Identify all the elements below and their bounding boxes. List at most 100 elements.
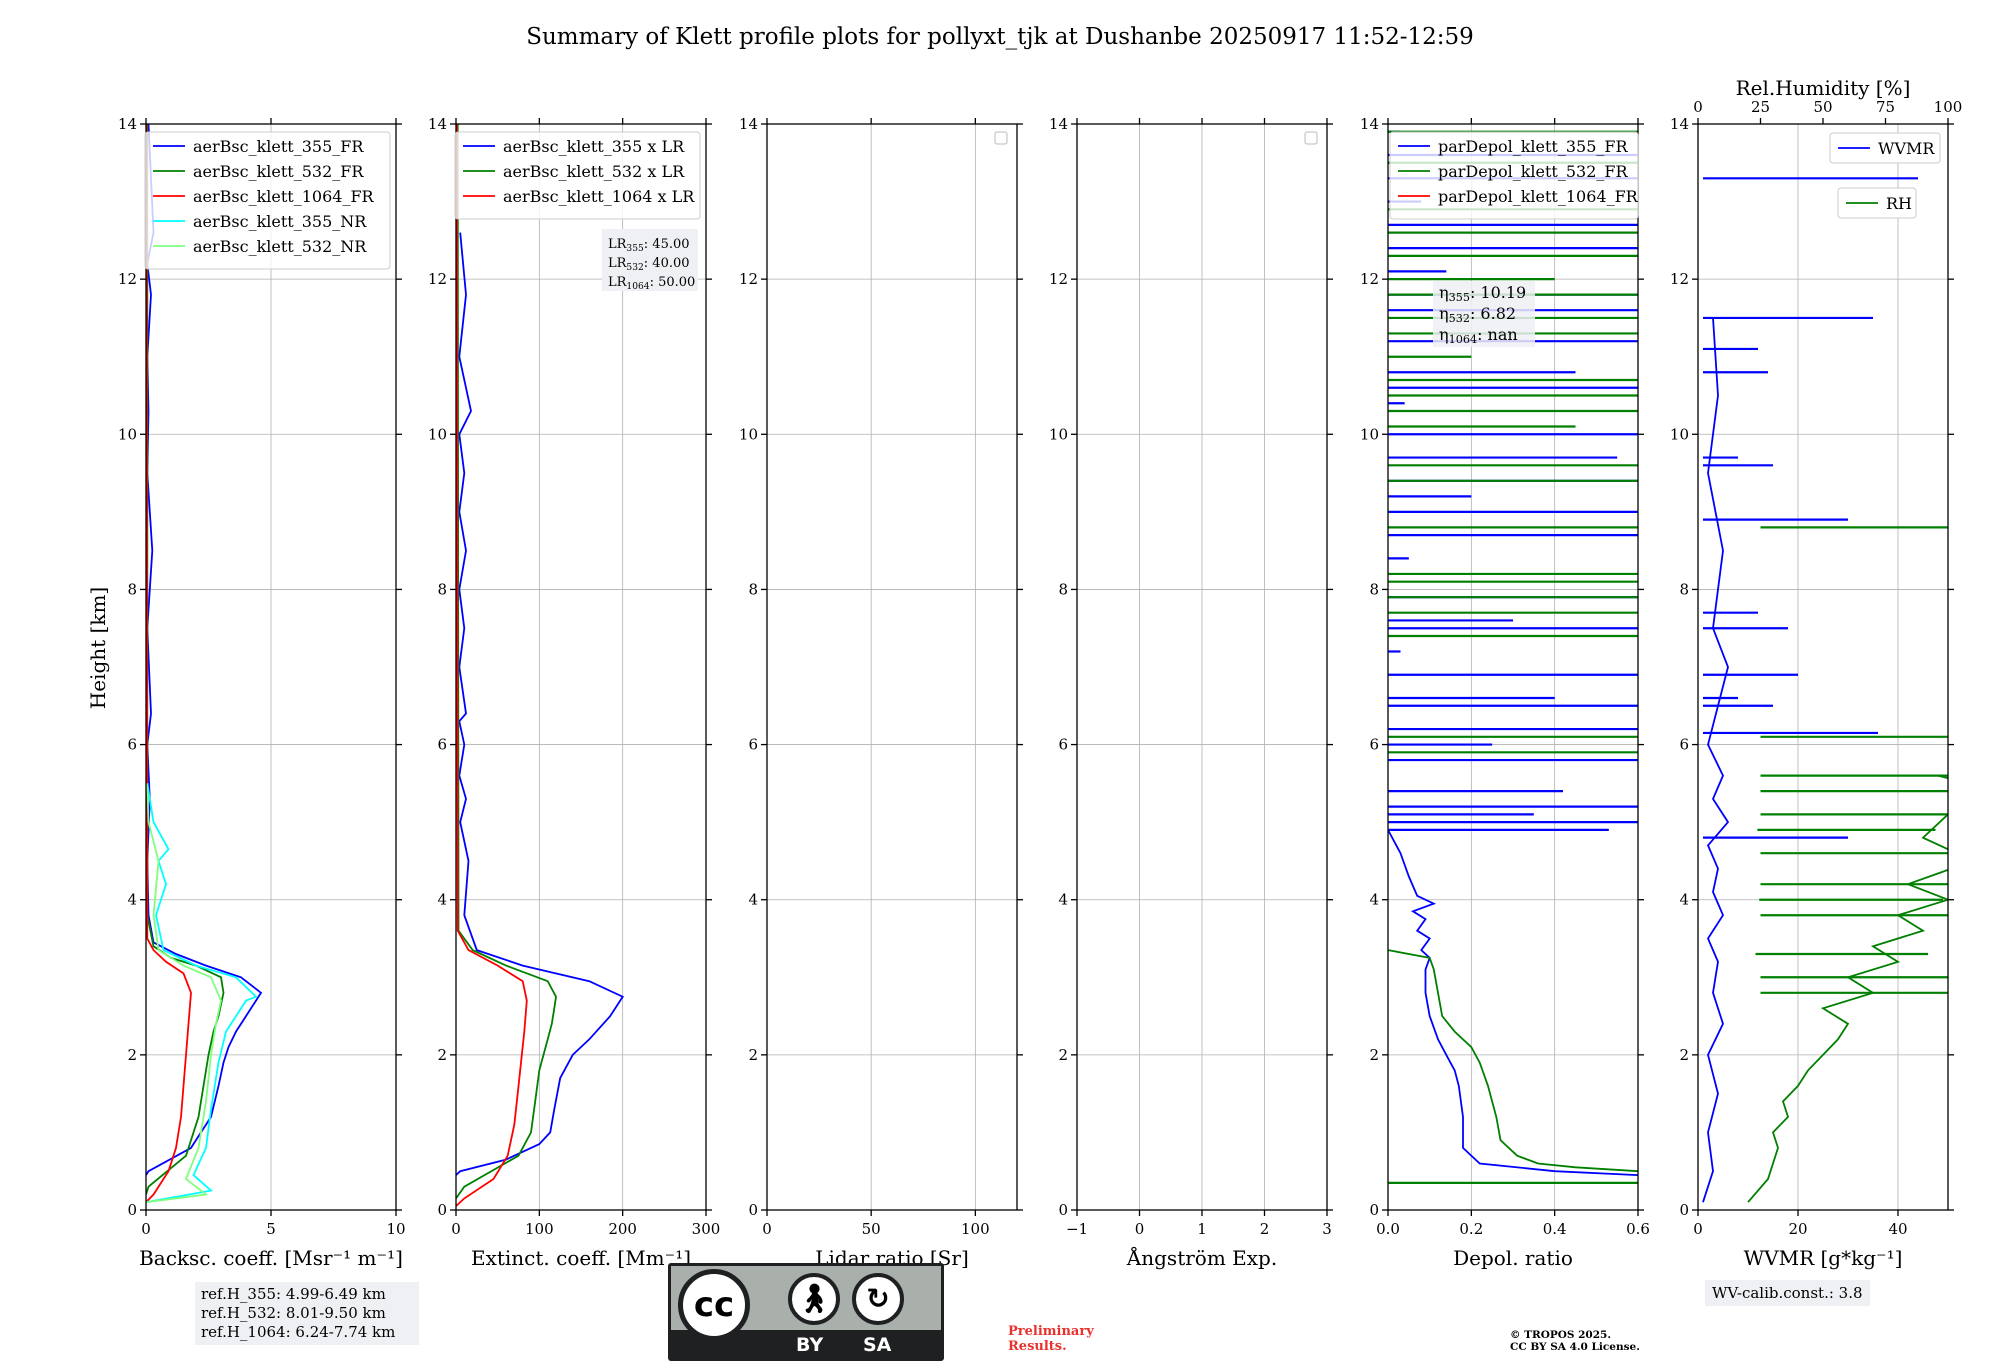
y-tick-label: 8 bbox=[748, 580, 758, 598]
x-tick-label: 0 bbox=[1693, 1220, 1703, 1238]
top-x-tick-label: 25 bbox=[1751, 98, 1770, 116]
x-axis-label: Depol. ratio bbox=[1453, 1246, 1573, 1270]
y-tick-label: 6 bbox=[1369, 736, 1379, 754]
x-axis-label: Ångström Exp. bbox=[1126, 1245, 1277, 1270]
x-tick-label: −1 bbox=[1066, 1220, 1088, 1238]
legend-label: aerBsc_klett_355 x LR bbox=[503, 137, 685, 156]
ref-h-532: ref.H_532: 8.01-9.50 km bbox=[201, 1304, 386, 1322]
y-tick-label: 2 bbox=[1369, 1046, 1379, 1064]
cc-sa-label: SA bbox=[863, 1334, 892, 1356]
legend-label: aerBsc_klett_355_FR bbox=[193, 137, 364, 156]
x-tick-label: 50 bbox=[862, 1220, 881, 1238]
axes-frame bbox=[766, 123, 1018, 1211]
y-tick-label: 12 bbox=[739, 270, 758, 288]
y-tick-label: 12 bbox=[118, 270, 137, 288]
y-tick-label: 2 bbox=[1058, 1046, 1068, 1064]
y-tick-label: 6 bbox=[437, 736, 447, 754]
x-tick-label: 0 bbox=[451, 1220, 461, 1238]
legend-label: parDepol_klett_355_FR bbox=[1438, 137, 1629, 156]
copyright-notice: © TROPOS 2025. CC BY SA 4.0 License. bbox=[1510, 1329, 1640, 1353]
legend-box bbox=[144, 131, 391, 270]
y-tick-label: 8 bbox=[127, 580, 137, 598]
top-x-tick-label: 100 bbox=[1934, 98, 1963, 116]
y-tick-label: 12 bbox=[1670, 270, 1689, 288]
y-tick-label: 8 bbox=[1679, 580, 1689, 598]
eta-annotation-line: η532: 6.82 bbox=[1439, 304, 1516, 325]
legend-depol: parDepol_klett_355_FR parDepol_klett_532_… bbox=[1389, 131, 1639, 220]
legend-label: aerBsc_klett_532_NR bbox=[193, 237, 367, 256]
y-tick-label: 0 bbox=[1058, 1201, 1068, 1219]
x-tick-label: 0 bbox=[1135, 1220, 1145, 1238]
y-tick-label: 0 bbox=[748, 1201, 758, 1219]
y-tick-label: 0 bbox=[1369, 1201, 1379, 1219]
x-axis-label: Backsc. coeff. [Msr⁻¹ m⁻¹] bbox=[139, 1246, 403, 1270]
y-tick-label: 6 bbox=[748, 736, 758, 754]
series-line-RH bbox=[1747, 774, 1948, 1203]
y-tick-label: 10 bbox=[428, 425, 447, 443]
y-tick-label: 4 bbox=[127, 891, 137, 909]
series-line-aerBsc_klett_1064 x LR bbox=[456, 124, 528, 1207]
y-tick-label: 12 bbox=[1049, 270, 1068, 288]
annotation-box bbox=[602, 229, 698, 291]
legend-label: RH bbox=[1886, 194, 1912, 213]
x-tick-label: 300 bbox=[692, 1220, 721, 1238]
series-line-aerBsc_klett_532_NR bbox=[146, 783, 222, 1204]
empty-legend-box bbox=[994, 131, 1008, 145]
preliminary-notice: Preliminary Results. bbox=[1008, 1324, 1094, 1354]
x-tick-label: 0 bbox=[141, 1220, 151, 1238]
ref-h-1064: ref.H_1064: 6.24-7.74 km bbox=[201, 1323, 396, 1341]
reference-height-box: ref.H_355: 4.99-6.49 km ref.H_532: 8.01-… bbox=[195, 1282, 419, 1345]
attribution-icon: 🚶︎ bbox=[788, 1273, 840, 1325]
y-tick-label: 14 bbox=[739, 115, 758, 133]
cc-icon: cc bbox=[678, 1269, 750, 1341]
eta-annotation-line: η355: 10.19 bbox=[1439, 283, 1526, 304]
y-tick-label: 0 bbox=[127, 1201, 137, 1219]
series-line-parDepol_klett_355_FR bbox=[1388, 829, 1638, 1176]
data-layer-extinction bbox=[456, 124, 625, 1207]
y-tick-label: 12 bbox=[1360, 270, 1379, 288]
copyright-line-2: CC BY SA 4.0 License. bbox=[1510, 1341, 1640, 1353]
legend-label: parDepol_klett_1064_FR bbox=[1438, 187, 1639, 206]
y-tick-label: 4 bbox=[748, 891, 758, 909]
x-tick-label: 5 bbox=[266, 1220, 276, 1238]
y-tick-label: 14 bbox=[1360, 115, 1379, 133]
y-tick-label: 4 bbox=[1679, 891, 1689, 909]
top-x-tick-label: 0 bbox=[1693, 98, 1703, 116]
series-line-aerBsc_klett_355_FR bbox=[146, 124, 263, 1176]
x-tick-label: 40 bbox=[1888, 1220, 1907, 1238]
y-tick-label: 6 bbox=[127, 736, 137, 754]
series-line-aerBsc_klett_532 x LR bbox=[456, 124, 557, 1199]
data-layer-backscatter bbox=[146, 124, 263, 1204]
y-tick-label: 8 bbox=[437, 580, 447, 598]
y-tick-label: 0 bbox=[437, 1201, 447, 1219]
legend-RH: RH bbox=[1837, 187, 1917, 219]
preliminary-line-2: Results. bbox=[1008, 1339, 1067, 1354]
lr-annotation-line: LR355: 45.00 bbox=[608, 237, 690, 254]
y-tick-label: 4 bbox=[1369, 891, 1379, 909]
legend-label: aerBsc_klett_532_FR bbox=[193, 162, 364, 181]
top-x-tick-label: 50 bbox=[1813, 98, 1832, 116]
y-tick-label: 10 bbox=[739, 425, 758, 443]
y-axis-label: Height [km] bbox=[86, 587, 110, 709]
y-tick-label: 6 bbox=[1679, 736, 1689, 754]
legend-label: aerBsc_klett_1064_FR bbox=[193, 187, 375, 206]
legend-label: aerBsc_klett_355_NR bbox=[193, 212, 367, 231]
y-tick-label: 4 bbox=[1058, 891, 1068, 909]
y-tick-label: 8 bbox=[1058, 580, 1068, 598]
x-tick-label: 10 bbox=[386, 1220, 405, 1238]
lr-annotation-line: LR532: 40.00 bbox=[608, 256, 690, 273]
legend-extinction: aerBsc_klett_355 x LR aerBsc_klett_532 x … bbox=[454, 131, 701, 220]
x-tick-label: 200 bbox=[608, 1220, 637, 1238]
series-line-WVMR bbox=[1702, 317, 1730, 1203]
cc-by-label: BY bbox=[796, 1334, 824, 1356]
y-tick-label: 0 bbox=[1679, 1201, 1689, 1219]
cc-by-sa-logo: cc 🚶︎ ↻ BY SA bbox=[668, 1263, 944, 1361]
preliminary-line-1: Preliminary bbox=[1008, 1324, 1094, 1339]
y-tick-label: 10 bbox=[1049, 425, 1068, 443]
figure-title: Summary of Klett profile plots for polly… bbox=[526, 24, 1474, 50]
lr-annotation-line: LR1064: 50.00 bbox=[608, 275, 695, 292]
series-line-aerBsc_klett_355 x LR bbox=[456, 232, 625, 1176]
x-tick-label: 1 bbox=[1197, 1220, 1207, 1238]
